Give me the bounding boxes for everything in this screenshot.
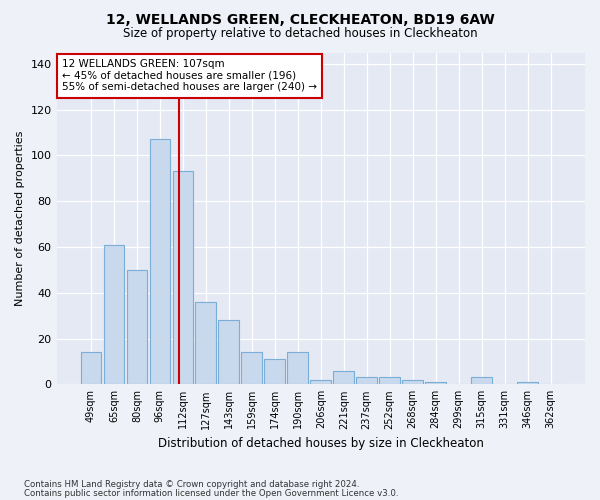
Text: 12 WELLANDS GREEN: 107sqm
← 45% of detached houses are smaller (196)
55% of semi: 12 WELLANDS GREEN: 107sqm ← 45% of detac… (62, 59, 317, 92)
Bar (379, 378, 400, 384)
Bar (104, 244, 124, 384)
Text: Contains HM Land Registry data © Crown copyright and database right 2024.: Contains HM Land Registry data © Crown c… (24, 480, 359, 489)
Text: 12, WELLANDS GREEN, CLECKHEATON, BD19 6AW: 12, WELLANDS GREEN, CLECKHEATON, BD19 6A… (106, 12, 494, 26)
Bar (472, 378, 492, 384)
Bar (265, 359, 285, 384)
Bar (149, 140, 170, 384)
Bar (517, 382, 538, 384)
Y-axis label: Number of detached properties: Number of detached properties (15, 130, 25, 306)
Bar (241, 352, 262, 384)
Bar (173, 172, 193, 384)
Bar (356, 378, 377, 384)
Bar (80, 352, 101, 384)
X-axis label: Distribution of detached houses by size in Cleckheaton: Distribution of detached houses by size … (158, 437, 484, 450)
Bar (127, 270, 147, 384)
Bar (334, 370, 354, 384)
Bar (287, 352, 308, 384)
Text: Contains public sector information licensed under the Open Government Licence v3: Contains public sector information licen… (24, 488, 398, 498)
Bar (310, 380, 331, 384)
Bar (196, 302, 216, 384)
Bar (218, 320, 239, 384)
Bar (403, 380, 423, 384)
Text: Size of property relative to detached houses in Cleckheaton: Size of property relative to detached ho… (122, 28, 478, 40)
Bar (425, 382, 446, 384)
